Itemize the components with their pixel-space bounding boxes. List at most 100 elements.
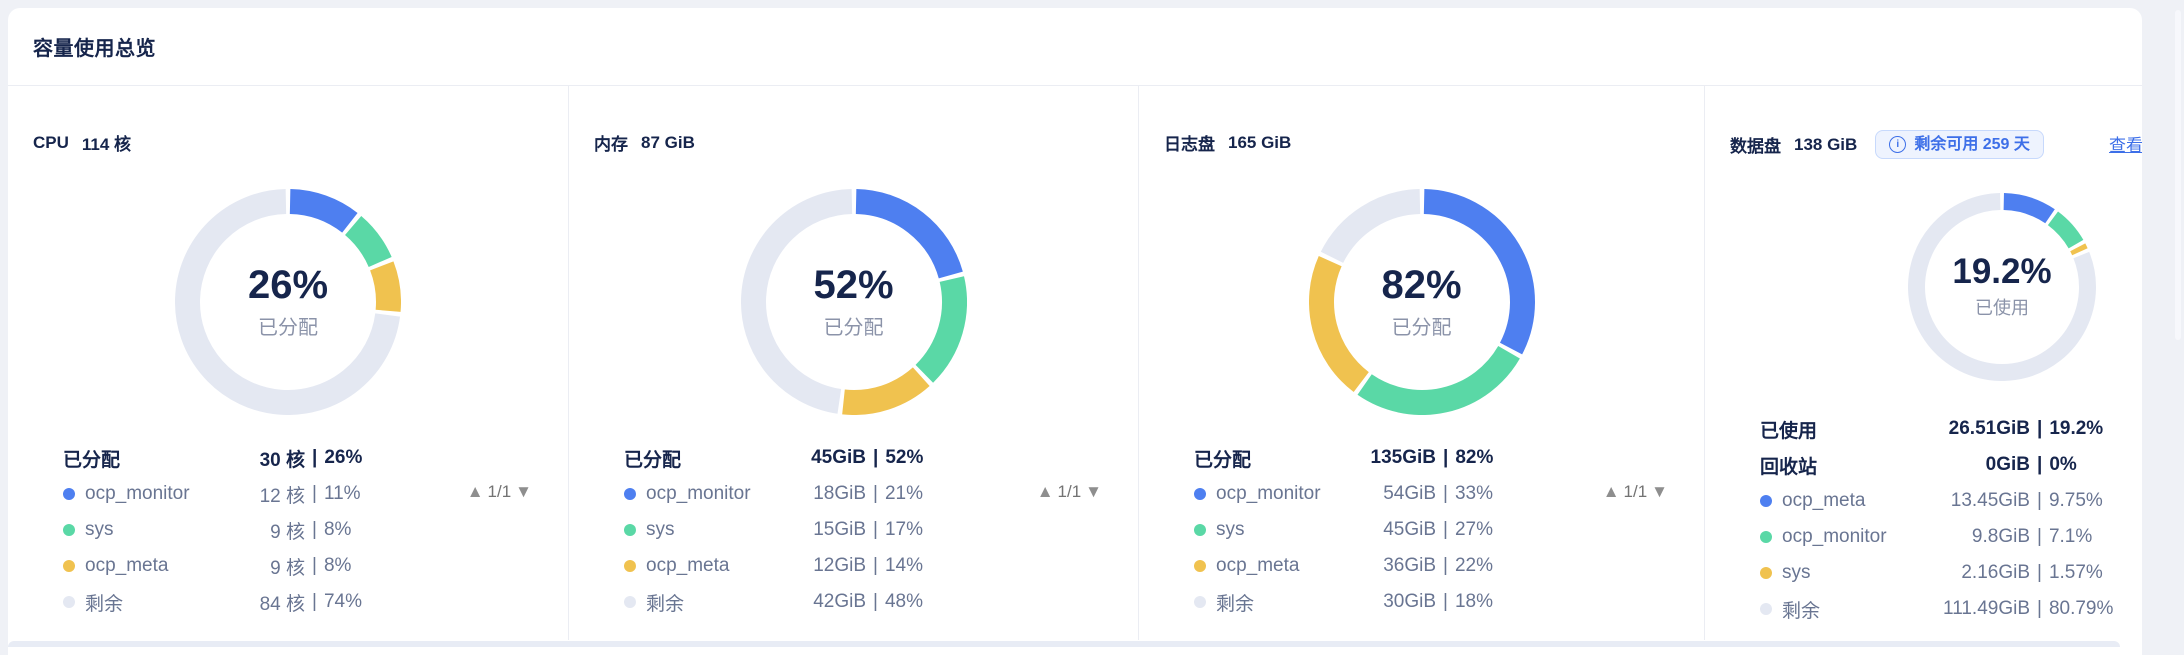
legend-dot: [1760, 531, 1772, 543]
pager: ▲ 1/1 ▼: [1037, 482, 1102, 502]
view-details-link[interactable]: 查看: [2109, 136, 2142, 155]
stat-percent: | 19.2%: [2037, 418, 2104, 439]
donut-sub-label: 已分配: [258, 317, 318, 339]
donut-chart: 52% 已分配: [740, 189, 967, 415]
panel-title: 容量使用总览: [33, 38, 156, 60]
card-title-text: CPU: [33, 132, 69, 152]
stat-label: 回收站: [1760, 456, 1818, 478]
legend-label: ocp_monitor: [1216, 483, 1321, 504]
stat-percent: | 52%: [873, 447, 924, 468]
legend-label: sys: [85, 519, 114, 540]
card-title: 日志盘 165 GiB: [1164, 130, 1704, 155]
legend-label: 剩余: [1782, 600, 1821, 622]
stat-header-row: 已分配 30 核 | 26%: [63, 440, 568, 476]
card-total-value: 138 GiB: [1794, 134, 1858, 154]
legend-amount: 54GiB: [1383, 483, 1436, 504]
legend-label: sys: [646, 519, 675, 540]
legend-row: 剩余 30GiB | 18%: [1194, 584, 1704, 620]
legend-percent: | 33%: [1443, 483, 1493, 504]
legend-label: 剩余: [1216, 593, 1255, 615]
capacity-card-datadisk: 数据盘 138 GiB i 剩余可用 259 天 查看 19.2% 已使用 已使…: [1705, 86, 2142, 640]
stat-label: 已分配: [63, 449, 121, 471]
card-total-value: 87 GiB: [641, 132, 695, 152]
legend-dot: [1760, 495, 1772, 507]
legend-row: ocp_meta 36GiB | 22%: [1194, 548, 1704, 584]
legend-row: ocp_monitor 18GiB | 21%: [624, 476, 1138, 512]
legend-amount: 42GiB: [813, 591, 866, 612]
legend-row: 剩余 111.49GiB | 80.79%: [1760, 591, 2142, 627]
legend-amount: 9 核: [270, 521, 305, 543]
badge-text: 剩余可用 259 天: [1914, 135, 2030, 153]
pager-count: 1/1: [1623, 482, 1648, 501]
stats-list: 已分配 135GiB | 82% ocp_monitor 54GiB | 33% s…: [1194, 440, 1704, 620]
legend-label: ocp_meta: [646, 555, 730, 576]
legend-amount: 13.45GiB: [1950, 490, 2030, 511]
donut-sub-label: 已分配: [823, 317, 884, 339]
legend-label: ocp_monitor: [646, 483, 751, 504]
donut-ring: [1308, 189, 1535, 415]
info-icon: i: [1889, 136, 1907, 153]
stat-header-row: 已分配 45GiB | 52%: [624, 440, 1138, 476]
capacity-overview-panel: 容量使用总览 CPU 114 核 26% 已分配 已分配 30 核 | 26%: [8, 8, 2142, 655]
legend-percent: | 80.79%: [2037, 598, 2114, 619]
remaining-days-badge[interactable]: i 剩余可用 259 天: [1875, 130, 2044, 159]
legend-row: sys 9 核 | 8%: [63, 512, 568, 548]
card-title: 数据盘 138 GiB i 剩余可用 259 天: [1730, 130, 2142, 159]
legend-amount: 84 核: [259, 593, 305, 615]
legend-row: 剩余 42GiB | 48%: [624, 584, 1138, 620]
legend-dot: [1194, 488, 1206, 500]
legend-dot: [1760, 603, 1772, 615]
stat-percent: | 82%: [1443, 447, 1494, 468]
legend-percent: | 11%: [312, 483, 361, 504]
legend-label: sys: [1216, 519, 1245, 540]
legend-dot: [624, 596, 636, 608]
stat-header-row: 已分配 135GiB | 82%: [1194, 440, 1704, 476]
pager-up-icon[interactable]: ▲: [1602, 482, 1620, 501]
legend-percent: | 8%: [312, 519, 352, 540]
card-total-value: 114 核: [81, 135, 132, 154]
legend-dot: [63, 524, 75, 536]
pager-down-icon[interactable]: ▼: [1085, 482, 1102, 501]
card-title-text: 日志盘: [1164, 135, 1215, 154]
legend-dot: [1760, 567, 1772, 579]
pager-count: 1/1: [1057, 482, 1082, 501]
legend-dot: [63, 488, 75, 500]
legend-row: ocp_monitor 12 核 | 11%: [63, 476, 568, 512]
donut-ring: [1908, 193, 2096, 381]
legend-percent: | 8%: [312, 555, 352, 576]
stat-amount: 26.51GiB: [1948, 418, 2030, 439]
legend-dot: [624, 524, 636, 536]
legend-label: ocp_meta: [85, 555, 169, 576]
donut-center-label: 19.2% 已使用: [1908, 193, 2096, 381]
legend-row: sys 15GiB | 17%: [624, 512, 1138, 548]
stats-list: 已分配 45GiB | 52% ocp_monitor 18GiB | 21% sy…: [624, 440, 1138, 620]
card-total-value: 165 GiB: [1228, 132, 1292, 152]
stats-list: 已使用 26.51GiB | 19.2% 回收站 0GiB | 0% ocp_met…: [1760, 411, 2142, 627]
legend-percent: | 1.57%: [2037, 562, 2103, 583]
pager: ▲ 1/1 ▼: [1603, 482, 1668, 502]
stat-amount: 135GiB: [1370, 447, 1436, 468]
legend-label: 剩余: [646, 593, 685, 615]
stat-percent: | 26%: [312, 447, 363, 468]
stat-amount: 45GiB: [811, 447, 866, 468]
pager-down-icon[interactable]: ▼: [515, 482, 532, 501]
pager-up-icon[interactable]: ▲: [1036, 482, 1054, 501]
legend-amount: 12GiB: [813, 555, 866, 576]
capacity-card-logdisk: 日志盘 165 GiB 82% 已分配 已分配 135GiB | 82% ocp: [1139, 86, 1705, 640]
legend-label: ocp_meta: [1782, 490, 1866, 511]
pager-down-icon[interactable]: ▼: [1651, 482, 1668, 501]
capacity-card-memory: 内存 87 GiB 52% 已分配 已分配 45GiB | 52% ocp_mo: [569, 86, 1139, 640]
legend-amount: 2.16GiB: [1961, 562, 2030, 583]
legend-row: sys 45GiB | 27%: [1194, 512, 1704, 548]
legend-percent: | 74%: [312, 591, 362, 612]
stat-amount: 0GiB: [1985, 454, 2030, 475]
legend-row: ocp_monitor 54GiB | 33%: [1194, 476, 1704, 512]
legend-dot: [624, 488, 636, 500]
donut-ring: [175, 189, 401, 415]
donut-percent: 26%: [247, 263, 329, 307]
pager-up-icon[interactable]: ▲: [466, 482, 484, 501]
donut-center-label: 82% 已分配: [1309, 189, 1535, 415]
scrollbar-thumb[interactable]: [2175, 10, 2181, 340]
legend-amount: 111.49GiB: [1943, 598, 2030, 619]
legend-percent: | 9.75%: [2037, 490, 2103, 511]
